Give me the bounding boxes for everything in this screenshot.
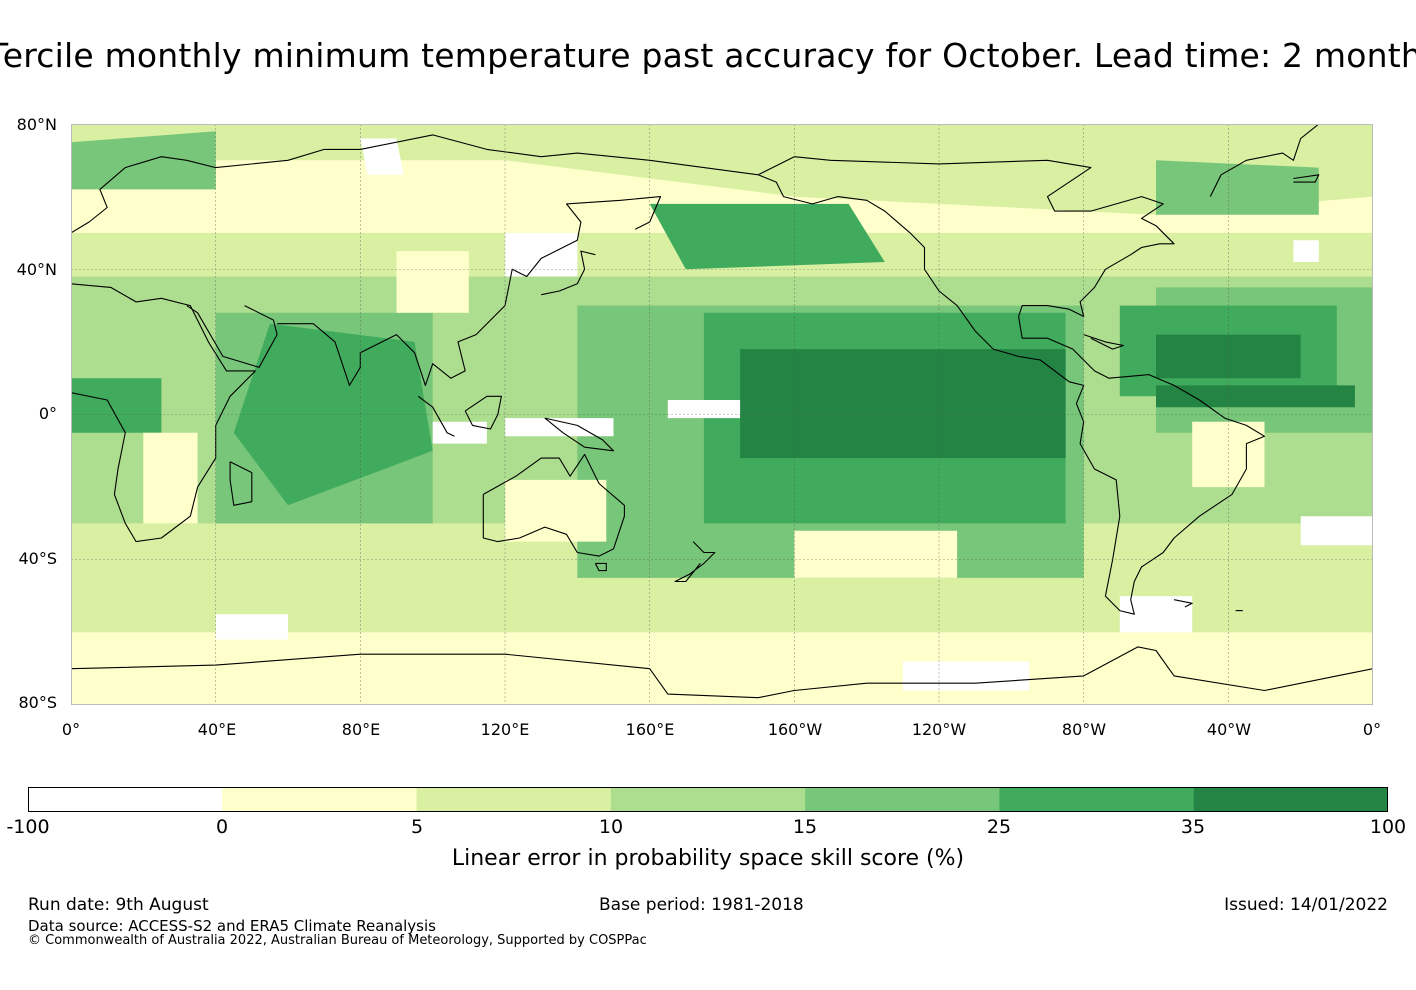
skill-region: [396, 251, 469, 313]
coastline: [482, 453, 625, 557]
colorbar-segment: [1193, 787, 1388, 812]
skill-region: [71, 639, 1373, 705]
coastline: [674, 541, 716, 583]
lon-label-80e: 80°E: [341, 720, 381, 739]
colorbar-tick: -100: [6, 816, 50, 838]
skill-region: [1293, 240, 1319, 262]
skill-region: [794, 530, 958, 578]
skill-score-map: [71, 124, 1373, 705]
skill-region: [1156, 385, 1355, 408]
coastline: [277, 196, 662, 386]
coastline: [544, 417, 615, 452]
lon-label-0: 0°: [61, 720, 81, 739]
skill-region: [1192, 421, 1265, 488]
skill-region: [360, 138, 404, 175]
map-title: Tercile monthly minimum temperature past…: [0, 36, 1416, 75]
issued-date: Issued: 14/01/2022: [1224, 895, 1388, 915]
colorbar-segment: [610, 787, 806, 812]
skill-region: [1156, 160, 1319, 215]
coastline: [594, 562, 607, 572]
lon-label-120e: 120°E: [480, 720, 530, 739]
colorbar-segment: [28, 787, 223, 812]
colorbar-segment: [805, 787, 1000, 812]
skill-region: [71, 378, 162, 433]
skill-region: [667, 400, 741, 419]
skill-region: [649, 203, 885, 270]
run-date: Run date: 9th August: [28, 895, 209, 915]
colorbar-tick: 10: [598, 816, 624, 838]
skill-region: [432, 421, 487, 444]
coastline: [1209, 124, 1320, 197]
skill-region: [505, 232, 578, 277]
colorbar: [28, 787, 1388, 812]
coastline: [1173, 599, 1193, 608]
colorbar-label: Linear error in probability space skill …: [451, 846, 965, 871]
colorbar-segment: [222, 787, 418, 812]
skill-region: [740, 349, 1066, 459]
map-frame: [71, 124, 1373, 705]
coastline: [541, 250, 596, 296]
skill-region: [902, 661, 1030, 691]
lat-label-80s: 80°S: [18, 693, 57, 712]
coastline: [1293, 174, 1320, 183]
lat-label-40s: 40°S: [18, 549, 57, 568]
skill-region: [71, 131, 216, 190]
skill-region: [1119, 596, 1193, 633]
coastline: [757, 156, 1266, 615]
lon-label-40e: 40°E: [197, 720, 237, 739]
copyright: © Commonwealth of Australia 2022, Austra…: [28, 933, 647, 948]
colorbar-tick: 25: [986, 816, 1012, 838]
lon-label-160e: 160°E: [625, 720, 675, 739]
coastline: [71, 134, 759, 234]
lon-label-80w: 80°W: [1061, 720, 1107, 739]
coastline: [71, 646, 1373, 699]
colorbar-segment: [416, 787, 612, 812]
lat-label-80n: 80°N: [16, 115, 57, 134]
skill-region: [215, 614, 288, 640]
skill-region: [505, 479, 607, 542]
lon-label-0-end: 0°: [1362, 720, 1382, 739]
colorbar-tick: 0: [215, 816, 229, 838]
skill-region: [505, 418, 614, 437]
coastline: [71, 283, 256, 543]
colorbar-tick: 5: [410, 816, 424, 838]
lat-label-0: 0°: [38, 404, 57, 423]
coastline: [229, 461, 253, 506]
colorbar-tick: 100: [1369, 816, 1407, 838]
coastline-layer: [71, 124, 1373, 699]
skill-region: [1300, 516, 1373, 546]
skill-region: [143, 432, 198, 524]
lon-label-40w: 40°W: [1206, 720, 1252, 739]
coastline: [1083, 334, 1125, 350]
coastline: [464, 395, 502, 430]
coastline: [186, 305, 278, 368]
skill-region: [233, 323, 433, 506]
map-canvas: [71, 124, 1373, 705]
graticule-layer: [71, 124, 1373, 705]
colorbar-tick: 35: [1180, 816, 1206, 838]
base-period: Base period: 1981-2018: [599, 895, 804, 915]
colorbar-tick: 15: [792, 816, 818, 838]
colorbar-segment: [999, 787, 1195, 812]
data-source: Data source: ACCESS-S2 and ERA5 Climate …: [28, 917, 436, 935]
lon-label-120w: 120°W: [911, 720, 967, 739]
lat-label-40n: 40°N: [16, 260, 57, 279]
colorbar-border: [28, 787, 1388, 812]
lon-label-160w: 160°W: [767, 720, 823, 739]
coastline: [417, 395, 455, 437]
